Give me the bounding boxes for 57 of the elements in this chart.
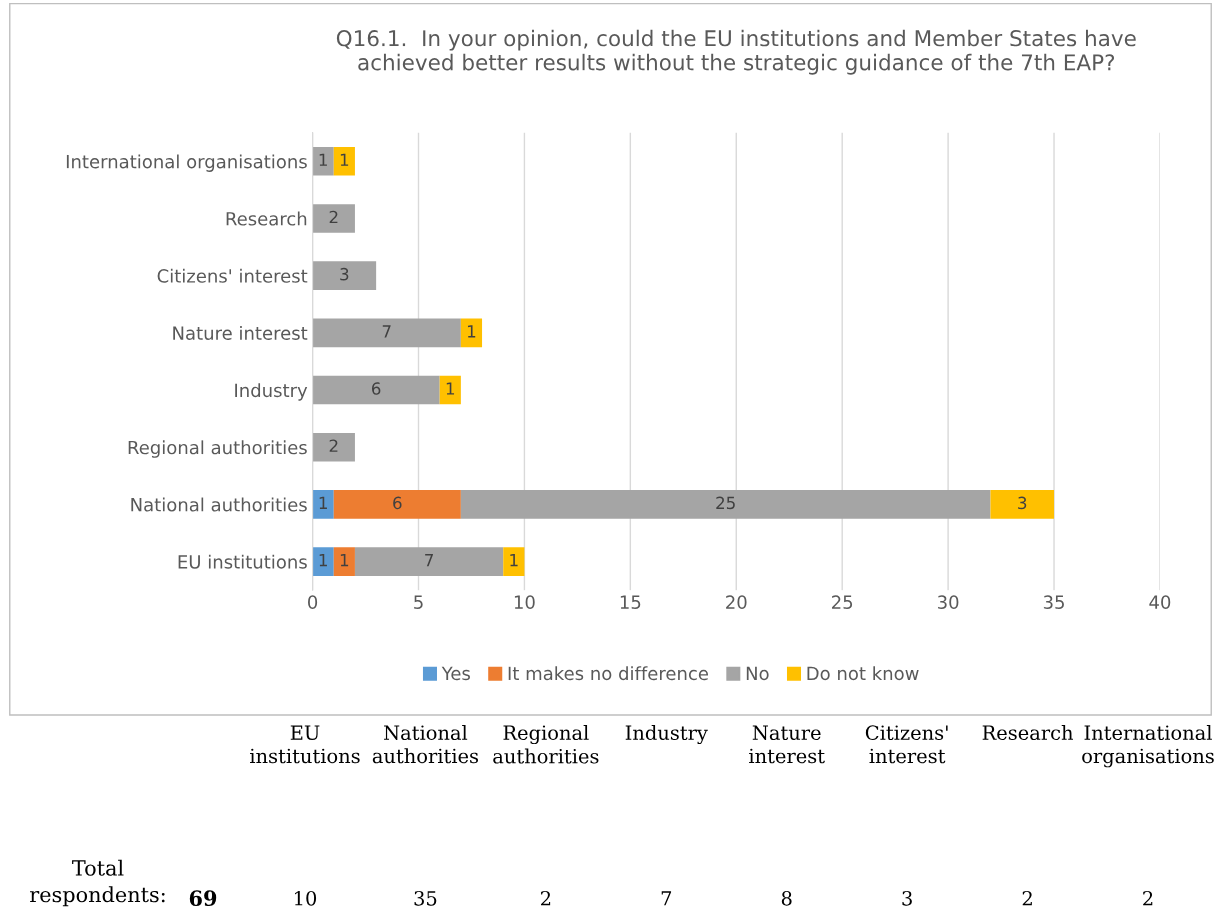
data-label: 3 bbox=[1018, 496, 1027, 510]
data-label: 2 bbox=[329, 439, 338, 452]
x-tick-label: 25 bbox=[832, 595, 853, 610]
category-label: EU institutions bbox=[250, 725, 360, 764]
data-label: 25 bbox=[716, 496, 735, 510]
text: 35 bbox=[414, 890, 437, 906]
y-tick-label: National authorities bbox=[131, 497, 307, 512]
x-tick-label: 5 bbox=[414, 595, 423, 610]
x-tick-label: 20 bbox=[726, 595, 747, 610]
data-label: 1 bbox=[446, 382, 455, 395]
text: 3 bbox=[902, 890, 912, 906]
text: 7 bbox=[661, 891, 672, 906]
data-label: 1 bbox=[340, 554, 349, 567]
y-tick-label: Nature interest bbox=[173, 325, 308, 340]
text: Total respondents: bbox=[30, 859, 165, 907]
y-tick-label: EU institutions bbox=[178, 554, 307, 569]
x-tick-label: 10 bbox=[514, 595, 535, 610]
category-label: Research bbox=[982, 725, 1073, 741]
y-tick-label: Citizens' interest bbox=[157, 268, 308, 283]
data-label: 6 bbox=[371, 382, 381, 395]
y-tick-label: Research bbox=[226, 211, 307, 226]
data-label: 7 bbox=[425, 554, 433, 567]
category-label: Nature interest bbox=[749, 725, 825, 764]
y-tick-label: Regional authorities bbox=[128, 440, 307, 458]
data-label: 1 bbox=[340, 153, 349, 166]
data-label: 1 bbox=[319, 153, 327, 166]
category-label: Regional authorities bbox=[493, 725, 599, 764]
data-label: 1 bbox=[319, 554, 327, 567]
category-label: National authorities bbox=[372, 725, 479, 764]
data-label: 3 bbox=[340, 267, 349, 281]
legend-label: Do not know bbox=[807, 666, 919, 681]
x-tick-label: 0 bbox=[308, 595, 318, 610]
x-tick-label: 40 bbox=[1149, 595, 1171, 610]
text: 2 bbox=[1143, 890, 1153, 906]
x-tick-label: 35 bbox=[1043, 595, 1064, 610]
data-label: 7 bbox=[382, 325, 391, 338]
x-tick-label: 30 bbox=[938, 595, 959, 610]
legend-label: No bbox=[746, 666, 769, 681]
text: 2 bbox=[1022, 890, 1032, 906]
data-label: 1 bbox=[510, 554, 518, 567]
data-label: 1 bbox=[467, 325, 476, 338]
legend-label: Yes bbox=[441, 666, 470, 681]
text: 8 bbox=[781, 890, 792, 906]
text: 69 bbox=[189, 890, 217, 907]
data-label: 1 bbox=[319, 496, 327, 509]
category-label: International organisations bbox=[1082, 725, 1214, 768]
chart-title: Q16.1. In your opinion, could the EU institutions and Member States have achieved better results without the strategic guidance of the 7th EAP? bbox=[336, 29, 1136, 75]
y-tick-label: Industry bbox=[235, 383, 308, 401]
data-label: 2 bbox=[329, 210, 338, 224]
legend-label: It makes no difference bbox=[508, 666, 708, 681]
category-label: Citizens' interest bbox=[865, 725, 948, 764]
text: 2 bbox=[540, 890, 551, 906]
y-tick-label: International organisations bbox=[66, 154, 307, 172]
text: 10 bbox=[295, 890, 317, 906]
x-tick-label: 15 bbox=[620, 595, 641, 610]
category-label: Industry bbox=[625, 725, 708, 745]
data-label: 6 bbox=[393, 496, 402, 510]
